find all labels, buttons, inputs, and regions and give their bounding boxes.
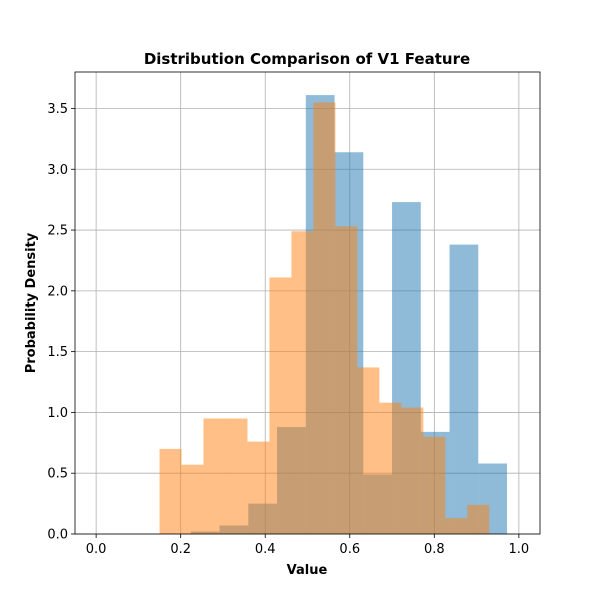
y-tick-label: 1.0 — [47, 406, 68, 421]
y-tick-label: 0.5 — [47, 467, 68, 482]
histogram-bar — [467, 504, 490, 534]
histogram-bar — [203, 418, 226, 534]
x-tick-label: 0.6 — [339, 542, 360, 557]
histogram-bar — [357, 367, 380, 534]
histogram-bars — [159, 95, 508, 535]
histogram-series-2 — [159, 102, 490, 534]
x-tick-label: 0.4 — [255, 542, 276, 557]
histogram-bar — [159, 448, 182, 534]
y-tick-label: 2.5 — [47, 224, 68, 239]
chart-title: Distribution Comparison of V1 Feature — [144, 50, 470, 68]
histogram-bar — [379, 402, 402, 534]
x-axis-label: Value — [287, 563, 328, 578]
x-tick-label: 0.8 — [424, 542, 445, 557]
histogram-bar — [313, 102, 336, 534]
axis-ticks: 0.0 0.2 0.4 0.6 0.8 1.0 0.0 0.5 1.0 1.5 2.0 2.5 3.0 3… — [47, 102, 529, 557]
y-axis-label: Probability Density — [24, 232, 39, 373]
x-tick-label: 1.0 — [509, 542, 530, 557]
histogram-bar — [269, 277, 292, 534]
histogram-bar — [445, 518, 468, 534]
y-tick-label: 3.5 — [47, 102, 68, 117]
y-tick-label: 2.0 — [47, 284, 68, 299]
histogram-bar — [247, 441, 270, 534]
y-tick-label: 3.0 — [47, 163, 68, 178]
y-tick-label: 0.0 — [47, 528, 68, 543]
x-tick-label: 0.2 — [170, 542, 191, 557]
histogram-bar — [291, 231, 314, 534]
histogram-bar — [181, 464, 204, 534]
plot-frame — [74, 71, 541, 535]
histogram-bar — [449, 244, 479, 535]
histogram-bar — [225, 418, 248, 534]
histogram-bar — [423, 436, 446, 534]
x-tick-label: 0.0 — [86, 542, 107, 557]
histogram-bar — [335, 226, 358, 534]
y-tick-label: 1.5 — [47, 345, 68, 360]
histogram-bar — [401, 407, 424, 534]
